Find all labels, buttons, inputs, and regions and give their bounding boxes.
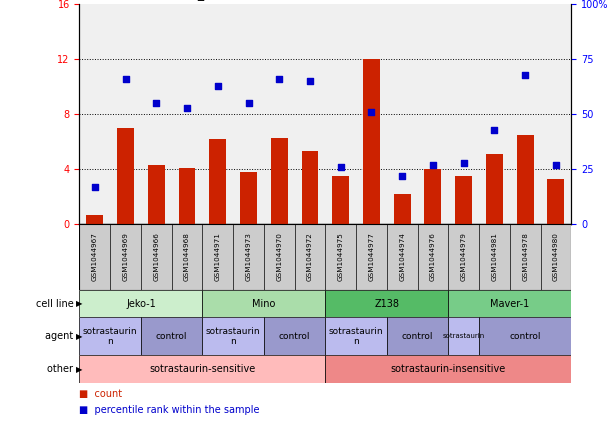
Point: [305, 78, 315, 85]
Bar: [148, 165, 165, 224]
Text: GSM1044968: GSM1044968: [184, 233, 190, 281]
Text: GSM1044981: GSM1044981: [491, 233, 497, 281]
Text: GSM1044973: GSM1044973: [246, 233, 252, 281]
Text: GSM1044978: GSM1044978: [522, 233, 528, 281]
Point: [397, 173, 407, 179]
Bar: [547, 179, 565, 224]
Text: GSM1044979: GSM1044979: [461, 233, 467, 281]
Point: [90, 184, 100, 190]
Bar: [210, 139, 226, 224]
Text: sotrastaurin
n: sotrastaurin n: [83, 327, 137, 346]
Text: Mino: Mino: [252, 299, 276, 308]
Bar: [86, 214, 103, 224]
Text: Jeko-1: Jeko-1: [126, 299, 156, 308]
Bar: [448, 290, 571, 317]
Point: [428, 162, 438, 168]
Point: [244, 100, 254, 107]
Text: GSM1044977: GSM1044977: [368, 233, 375, 281]
Bar: [479, 317, 571, 355]
Text: control: control: [156, 332, 188, 341]
Text: other: other: [47, 364, 76, 374]
Text: GSM1044970: GSM1044970: [276, 233, 282, 281]
Text: GSM1044972: GSM1044972: [307, 233, 313, 281]
Text: ■  percentile rank within the sample: ■ percentile rank within the sample: [79, 405, 260, 415]
Point: [274, 76, 284, 82]
Point: [367, 109, 376, 115]
Text: sotrastaurin: sotrastaurin: [442, 333, 485, 339]
Bar: [302, 151, 318, 224]
Point: [551, 162, 561, 168]
Text: Maver-1: Maver-1: [490, 299, 529, 308]
Text: sotrastaurin
n: sotrastaurin n: [206, 327, 260, 346]
Bar: [202, 290, 326, 317]
Point: [489, 126, 499, 133]
Bar: [79, 355, 326, 383]
Bar: [326, 317, 387, 355]
Bar: [240, 172, 257, 224]
Text: control: control: [510, 332, 541, 341]
Text: GSM1044976: GSM1044976: [430, 233, 436, 281]
Bar: [271, 137, 288, 224]
Text: agent: agent: [45, 331, 76, 341]
Bar: [202, 317, 264, 355]
Text: GSM1044966: GSM1044966: [153, 233, 159, 281]
Text: GSM1044980: GSM1044980: [553, 233, 559, 281]
Text: GSM1044969: GSM1044969: [123, 233, 128, 281]
Point: [213, 82, 222, 89]
Bar: [117, 128, 134, 224]
Point: [336, 164, 346, 170]
Point: [120, 76, 130, 82]
Bar: [264, 317, 326, 355]
Bar: [141, 317, 202, 355]
Text: sotrastaurin-insensitive: sotrastaurin-insensitive: [390, 364, 506, 374]
Text: ▶: ▶: [76, 365, 83, 374]
Bar: [448, 317, 479, 355]
Bar: [326, 355, 571, 383]
Text: sotrastaurin-sensitive: sotrastaurin-sensitive: [149, 364, 255, 374]
Bar: [486, 154, 503, 224]
Bar: [425, 169, 441, 224]
Point: [459, 159, 469, 166]
Bar: [178, 168, 196, 224]
Bar: [79, 290, 202, 317]
Point: [521, 71, 530, 78]
Text: ■  count: ■ count: [79, 389, 123, 398]
Text: GSM1044974: GSM1044974: [399, 233, 405, 281]
Text: Z138: Z138: [375, 299, 400, 308]
Text: cell line: cell line: [35, 299, 76, 308]
Bar: [455, 176, 472, 224]
Text: control: control: [279, 332, 310, 341]
Text: sotrastaurin
n: sotrastaurin n: [329, 327, 384, 346]
Bar: [393, 194, 411, 224]
Text: ▶: ▶: [76, 299, 83, 308]
Text: control: control: [402, 332, 433, 341]
Text: GSM1044967: GSM1044967: [92, 233, 98, 281]
Point: [152, 100, 161, 107]
Bar: [326, 290, 448, 317]
Bar: [517, 135, 533, 224]
Text: GSM1044971: GSM1044971: [214, 233, 221, 281]
Bar: [363, 59, 380, 224]
Bar: [79, 317, 141, 355]
Point: [182, 104, 192, 111]
Text: GSM1044975: GSM1044975: [338, 233, 344, 281]
Bar: [332, 176, 349, 224]
Bar: [387, 317, 448, 355]
Text: ▶: ▶: [76, 332, 83, 341]
